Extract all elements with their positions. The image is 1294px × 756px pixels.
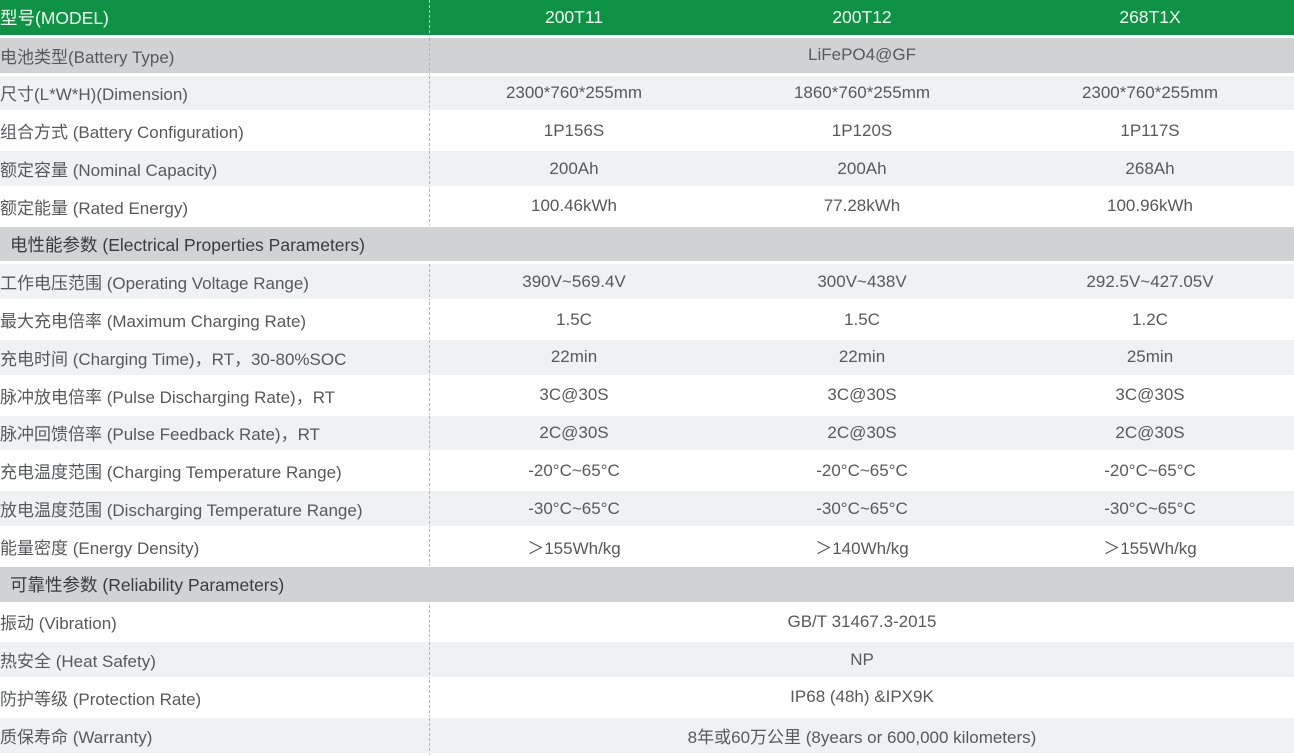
- section-title: 电性能参数 (Electrical Properties Parameters): [0, 226, 1294, 265]
- section-header-reliability: 可靠性参数 (Reliability Parameters): [0, 566, 1294, 605]
- spec-value: 3C@30S: [718, 377, 1006, 416]
- spec-row-protection-rate: 防护等级 (Protection Rate) IP68 (48h) &IPX9K: [0, 680, 1294, 718]
- spec-value: 292.5V~427.05V: [1006, 264, 1294, 303]
- spec-value: 1P117S: [1006, 113, 1294, 152]
- spec-value: 1860*760*255mm: [718, 75, 1006, 114]
- model-name-268t1x: 268T1X: [1006, 0, 1294, 38]
- spec-value: 3C@30S: [1006, 377, 1294, 416]
- spec-row-battery-type: 电池类型(Battery Type) LiFePO4@GF: [0, 37, 1294, 76]
- spec-row-rated-energy: 额定能量 (Rated Energy) 100.46kWh 77.28kWh 1…: [0, 188, 1294, 227]
- spec-row-heat-safety: 热安全 (Heat Safety) NP: [0, 642, 1294, 681]
- spec-value: -20°C~65°C: [1006, 453, 1294, 492]
- spanning-value: IP68 (48h) &IPX9K: [430, 680, 1294, 718]
- spec-value: 100.96kWh: [1006, 188, 1294, 227]
- row-label: 工作电压范围 (Operating Voltage Range): [0, 264, 430, 303]
- spanning-value: GB/T 31467.3-2015: [430, 604, 1294, 643]
- spec-value: 2C@30S: [1006, 415, 1294, 454]
- row-label: 额定能量 (Rated Energy): [0, 188, 430, 227]
- spec-value: 1.5C: [718, 302, 1006, 341]
- spec-value: -30°C~65°C: [1006, 491, 1294, 529]
- spec-value: 2300*760*255mm: [430, 75, 718, 114]
- spec-row-energy-density: 能量密度 (Energy Density) ＞155Wh/kg ＞140Wh/k…: [0, 528, 1294, 567]
- spec-value: 2C@30S: [430, 415, 718, 454]
- spec-value: ＞155Wh/kg: [1006, 528, 1294, 567]
- spec-value: 200Ah: [430, 151, 718, 189]
- spec-value: ＞140Wh/kg: [718, 528, 1006, 567]
- row-label: 最大充电倍率 (Maximum Charging Rate): [0, 302, 430, 341]
- spec-row-configuration: 组合方式 (Battery Configuration) 1P156S 1P12…: [0, 113, 1294, 152]
- spec-value: 3C@30S: [430, 377, 718, 416]
- row-label: 振动 (Vibration): [0, 604, 430, 643]
- row-label: 电池类型(Battery Type): [0, 37, 430, 76]
- spec-value: 22min: [718, 340, 1006, 378]
- row-label: 质保寿命 (Warranty): [0, 717, 430, 756]
- spec-row-max-charging-rate: 最大充电倍率 (Maximum Charging Rate) 1.5C 1.5C…: [0, 302, 1294, 341]
- spec-value: 390V~569.4V: [430, 264, 718, 303]
- spec-value: ＞155Wh/kg: [430, 528, 718, 567]
- spec-row-discharging-temp: 放电温度范围 (Discharging Temperature Range) -…: [0, 491, 1294, 529]
- spec-value: -30°C~65°C: [430, 491, 718, 529]
- spec-value: 2C@30S: [718, 415, 1006, 454]
- spec-value: 268Ah: [1006, 151, 1294, 189]
- row-label: 尺寸(L*W*H)(Dimension): [0, 75, 430, 114]
- spec-row-nominal-capacity: 额定容量 (Nominal Capacity) 200Ah 200Ah 268A…: [0, 151, 1294, 189]
- spec-value: 77.28kWh: [718, 188, 1006, 227]
- spec-value: 100.46kWh: [430, 188, 718, 227]
- spec-value: 22min: [430, 340, 718, 378]
- spec-row-warranty: 质保寿命 (Warranty) 8年或60万公里 (8years or 600,…: [0, 717, 1294, 756]
- row-label: 充电时间 (Charging Time)，RT，30-80%SOC: [0, 340, 430, 378]
- model-header-row: 型号(MODEL) 200T11 200T12 268T1X: [0, 0, 1294, 38]
- spec-value: 1.2C: [1006, 302, 1294, 341]
- model-name-200t12: 200T12: [718, 0, 1006, 38]
- spec-value: 200Ah: [718, 151, 1006, 189]
- row-label: 脉冲放电倍率 (Pulse Discharging Rate)，RT: [0, 377, 430, 416]
- spec-value: 25min: [1006, 340, 1294, 378]
- row-label: 放电温度范围 (Discharging Temperature Range): [0, 491, 430, 529]
- row-label: 能量密度 (Energy Density): [0, 528, 430, 567]
- row-label: 防护等级 (Protection Rate): [0, 680, 430, 718]
- spec-row-voltage-range: 工作电压范围 (Operating Voltage Range) 390V~56…: [0, 264, 1294, 303]
- row-label: 热安全 (Heat Safety): [0, 642, 430, 681]
- spec-row-charging-time: 充电时间 (Charging Time)，RT，30-80%SOC 22min …: [0, 340, 1294, 378]
- spec-value: -20°C~65°C: [430, 453, 718, 492]
- spanning-value: 8年或60万公里 (8years or 600,000 kilometers): [430, 717, 1294, 756]
- row-label: 额定容量 (Nominal Capacity): [0, 151, 430, 189]
- spec-value: 300V~438V: [718, 264, 1006, 303]
- row-label: 组合方式 (Battery Configuration): [0, 113, 430, 152]
- spec-row-pulse-discharging: 脉冲放电倍率 (Pulse Discharging Rate)，RT 3C@30…: [0, 377, 1294, 416]
- spec-row-charging-temp: 充电温度范围 (Charging Temperature Range) -20°…: [0, 453, 1294, 492]
- spanning-value: LiFePO4@GF: [430, 37, 1294, 76]
- spec-value: 1P156S: [430, 113, 718, 152]
- model-name-200t11: 200T11: [430, 0, 718, 38]
- row-label: 脉冲回馈倍率 (Pulse Feedback Rate)，RT: [0, 415, 430, 454]
- spec-row-dimension: 尺寸(L*W*H)(Dimension) 2300*760*255mm 1860…: [0, 75, 1294, 114]
- spec-value: 2300*760*255mm: [1006, 75, 1294, 114]
- spec-value: 1.5C: [430, 302, 718, 341]
- spanning-value: NP: [430, 642, 1294, 681]
- spec-row-pulse-feedback: 脉冲回馈倍率 (Pulse Feedback Rate)，RT 2C@30S 2…: [0, 415, 1294, 454]
- model-header-label: 型号(MODEL): [0, 0, 430, 38]
- spec-value: 1P120S: [718, 113, 1006, 152]
- row-label: 充电温度范围 (Charging Temperature Range): [0, 453, 430, 492]
- section-title: 可靠性参数 (Reliability Parameters): [0, 566, 1294, 605]
- spec-value: -20°C~65°C: [718, 453, 1006, 492]
- spec-row-vibration: 振动 (Vibration) GB/T 31467.3-2015: [0, 604, 1294, 643]
- spec-value: -30°C~65°C: [718, 491, 1006, 529]
- section-header-electrical: 电性能参数 (Electrical Properties Parameters): [0, 226, 1294, 265]
